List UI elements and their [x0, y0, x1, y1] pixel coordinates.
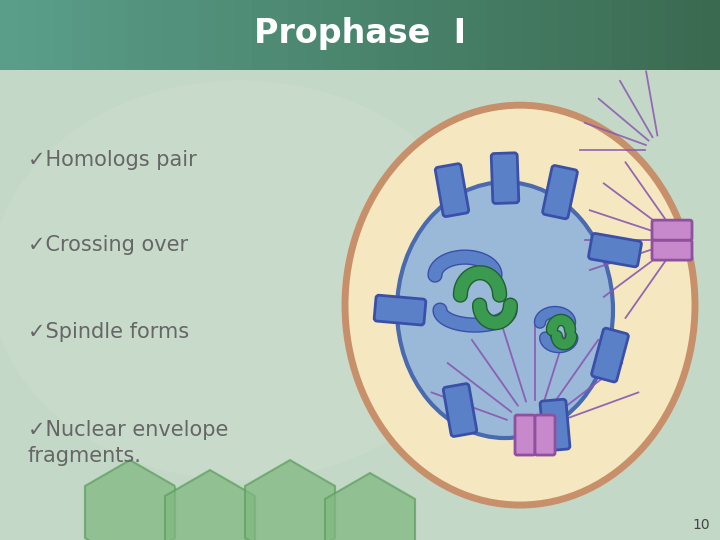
- FancyBboxPatch shape: [436, 164, 469, 217]
- Bar: [288, 0, 306, 70]
- Bar: [486, 0, 504, 70]
- Ellipse shape: [0, 80, 490, 480]
- Bar: [0, 0, 18, 70]
- Text: ✓Spindle forms: ✓Spindle forms: [28, 322, 189, 342]
- Bar: [216, 0, 234, 70]
- Bar: [666, 0, 684, 70]
- Text: Prophase  I: Prophase I: [254, 17, 466, 50]
- Bar: [72, 0, 90, 70]
- Bar: [144, 0, 162, 70]
- Ellipse shape: [345, 105, 695, 505]
- Bar: [522, 0, 540, 70]
- Bar: [36, 0, 54, 70]
- Bar: [648, 0, 666, 70]
- Bar: [684, 0, 702, 70]
- Polygon shape: [245, 460, 335, 540]
- FancyBboxPatch shape: [374, 295, 426, 325]
- Polygon shape: [165, 470, 255, 540]
- Bar: [54, 0, 72, 70]
- Bar: [612, 0, 630, 70]
- Bar: [540, 0, 558, 70]
- Bar: [630, 0, 648, 70]
- FancyBboxPatch shape: [652, 220, 692, 240]
- Bar: [198, 0, 216, 70]
- Polygon shape: [325, 473, 415, 540]
- FancyBboxPatch shape: [535, 415, 555, 455]
- FancyBboxPatch shape: [652, 240, 692, 260]
- FancyBboxPatch shape: [515, 415, 535, 455]
- Bar: [594, 0, 612, 70]
- Bar: [180, 0, 198, 70]
- Bar: [270, 0, 288, 70]
- FancyBboxPatch shape: [588, 233, 642, 267]
- FancyBboxPatch shape: [592, 328, 629, 382]
- Bar: [162, 0, 180, 70]
- Bar: [432, 0, 450, 70]
- Bar: [90, 0, 108, 70]
- Bar: [468, 0, 486, 70]
- Bar: [126, 0, 144, 70]
- Bar: [378, 0, 396, 70]
- Text: ✓Nuclear envelope
fragments.: ✓Nuclear envelope fragments.: [28, 420, 228, 467]
- Bar: [234, 0, 252, 70]
- Bar: [252, 0, 270, 70]
- Bar: [360, 0, 378, 70]
- Bar: [576, 0, 594, 70]
- Bar: [558, 0, 576, 70]
- Bar: [504, 0, 522, 70]
- Bar: [108, 0, 126, 70]
- Text: 10: 10: [693, 518, 710, 532]
- Ellipse shape: [397, 182, 613, 438]
- Bar: [450, 0, 468, 70]
- Text: ✓Homologs pair: ✓Homologs pair: [28, 150, 197, 170]
- Bar: [306, 0, 324, 70]
- Bar: [342, 0, 360, 70]
- FancyBboxPatch shape: [491, 153, 519, 204]
- Text: ✓Crossing over: ✓Crossing over: [28, 235, 188, 255]
- Bar: [702, 0, 720, 70]
- Bar: [414, 0, 432, 70]
- FancyBboxPatch shape: [540, 399, 570, 451]
- Bar: [396, 0, 414, 70]
- FancyBboxPatch shape: [444, 383, 477, 436]
- Polygon shape: [85, 460, 175, 540]
- Bar: [324, 0, 342, 70]
- Bar: [18, 0, 36, 70]
- FancyBboxPatch shape: [543, 166, 577, 219]
